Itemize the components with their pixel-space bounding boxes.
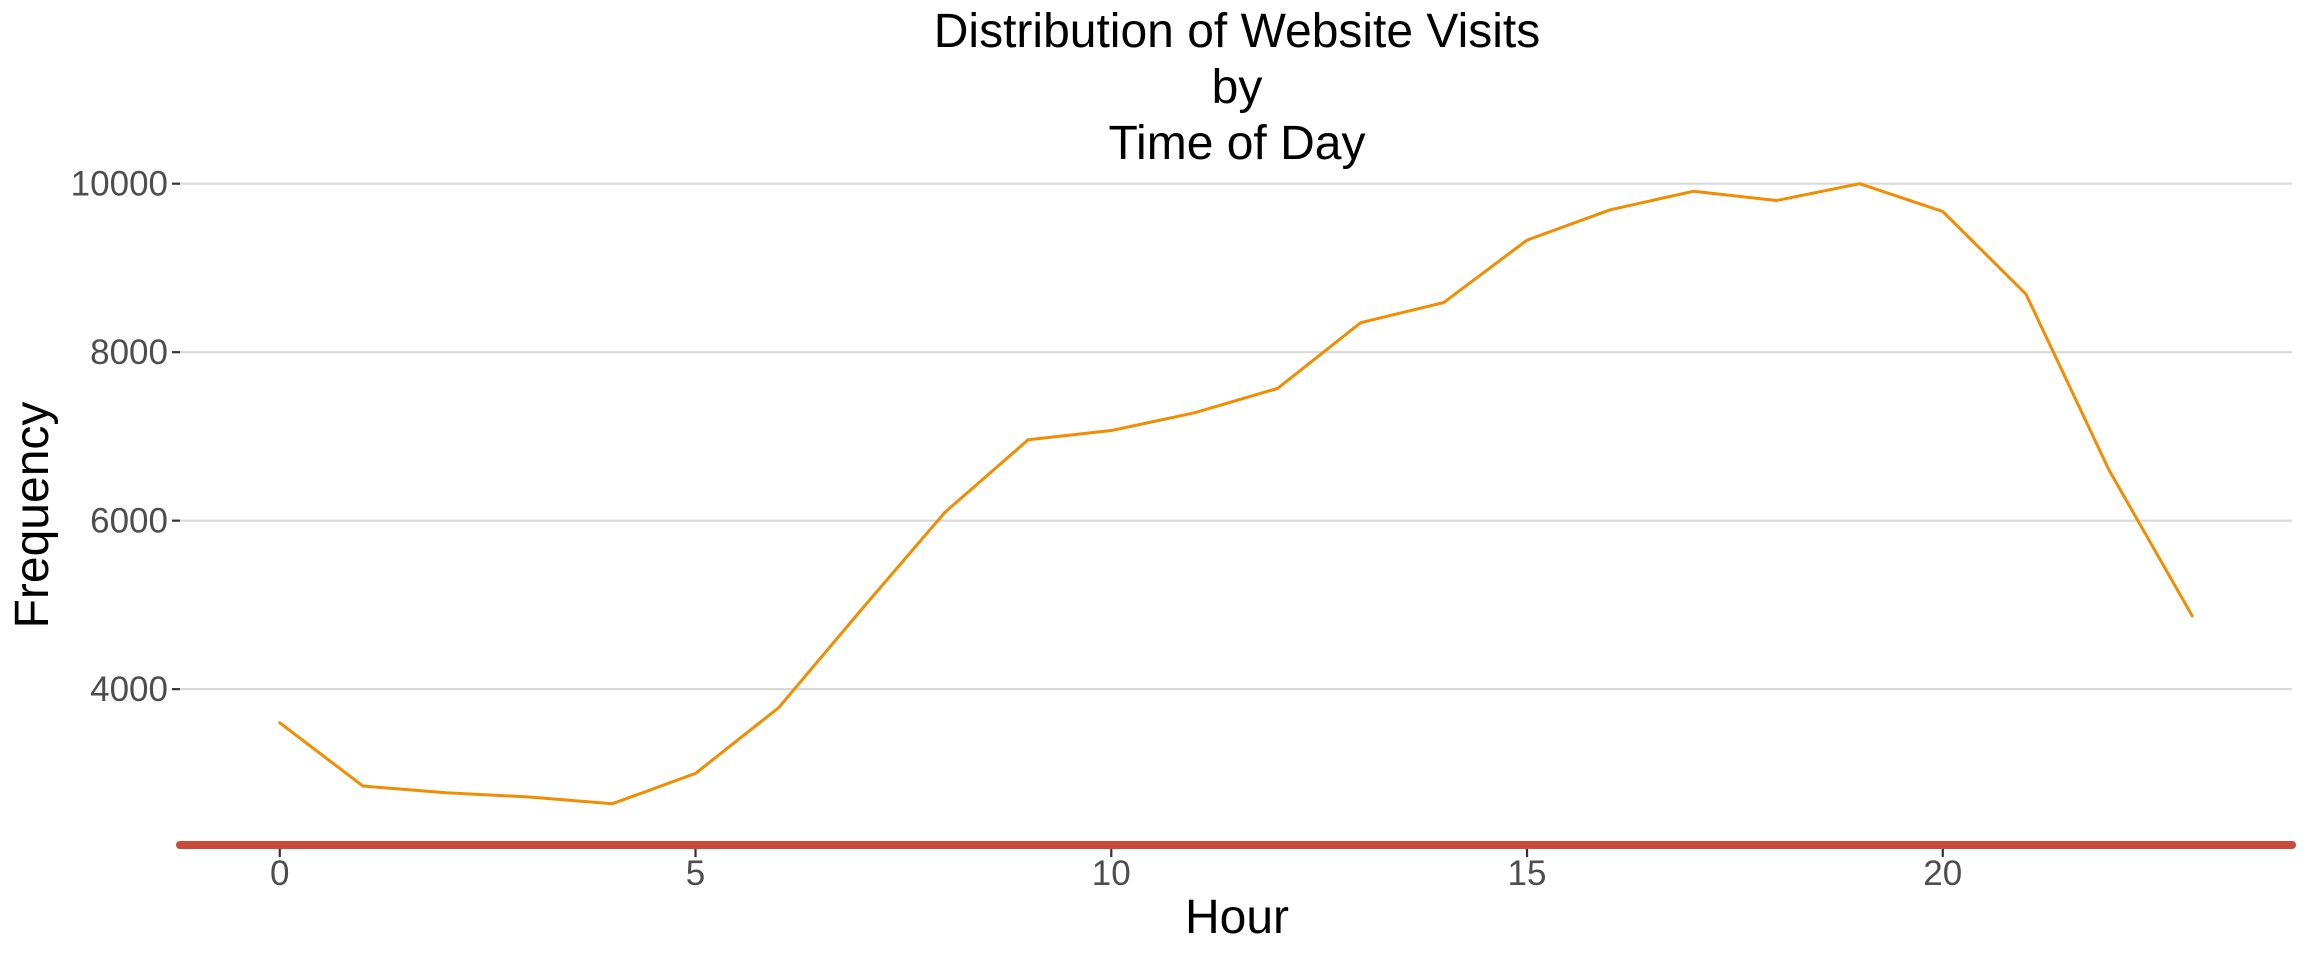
chart-title-line-2: by <box>1212 61 1263 114</box>
y-axis-title: Frequency <box>6 402 59 629</box>
chart-title-line-1: Distribution of Website Visits <box>934 5 1540 58</box>
y-axis-ticks: 4000 6000 8000 10000 <box>71 165 180 709</box>
x-tick-label-20: 20 <box>1923 854 1962 893</box>
y-tick-label-4000: 4000 <box>90 670 168 709</box>
series-layer <box>278 182 2194 806</box>
y-tick-label-6000: 6000 <box>90 502 168 541</box>
y-tick-label-10000: 10000 <box>71 165 168 204</box>
grid-layer <box>180 182 2292 691</box>
x-tick-label-15: 15 <box>1508 854 1547 893</box>
x-axis-ticks: 0 5 10 15 20 <box>270 849 1962 893</box>
x-tick-label-0: 0 <box>270 854 289 893</box>
chart-title-line-3: Time of Day <box>1109 117 1366 170</box>
y-tick-label-8000: 8000 <box>90 333 168 372</box>
x-tick-label-10: 10 <box>1092 854 1131 893</box>
x-tick-label-5: 5 <box>686 854 705 893</box>
series-line <box>278 182 2194 806</box>
x-axis-title: Hour <box>1185 891 1289 944</box>
